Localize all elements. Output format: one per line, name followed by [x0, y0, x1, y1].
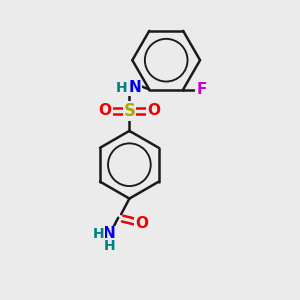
Text: S: S — [123, 102, 135, 120]
Text: F: F — [196, 82, 207, 97]
Text: O: O — [99, 103, 112, 118]
Text: O: O — [147, 103, 160, 118]
Text: N: N — [103, 226, 116, 242]
Text: H: H — [103, 239, 115, 253]
Text: N: N — [128, 80, 141, 95]
Text: H: H — [115, 81, 127, 95]
Text: H: H — [92, 227, 104, 241]
Text: O: O — [135, 215, 148, 230]
